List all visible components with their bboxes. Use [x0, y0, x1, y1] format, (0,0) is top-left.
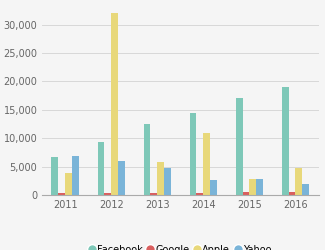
Bar [72, 156, 79, 195]
Bar [189, 112, 197, 195]
Bar [65, 174, 72, 195]
Bar [144, 124, 150, 195]
Bar [236, 98, 242, 195]
Bar [157, 162, 164, 195]
Bar [242, 192, 249, 195]
Bar [210, 180, 217, 195]
Bar [256, 179, 263, 195]
Bar [150, 193, 157, 195]
Bar [289, 192, 295, 195]
Bar [250, 179, 256, 195]
Bar [98, 142, 104, 195]
Bar [302, 184, 309, 195]
Bar [58, 193, 65, 195]
Bar [51, 157, 58, 195]
Bar [111, 13, 118, 195]
Bar [295, 168, 302, 195]
Bar [203, 132, 210, 195]
Bar [104, 193, 111, 195]
Bar [118, 162, 125, 195]
Bar [282, 87, 289, 195]
Bar [164, 168, 171, 195]
Legend: Facebook, Google, Apple, Yahoo: Facebook, Google, Apple, Yahoo [85, 241, 275, 250]
Bar [197, 193, 203, 195]
